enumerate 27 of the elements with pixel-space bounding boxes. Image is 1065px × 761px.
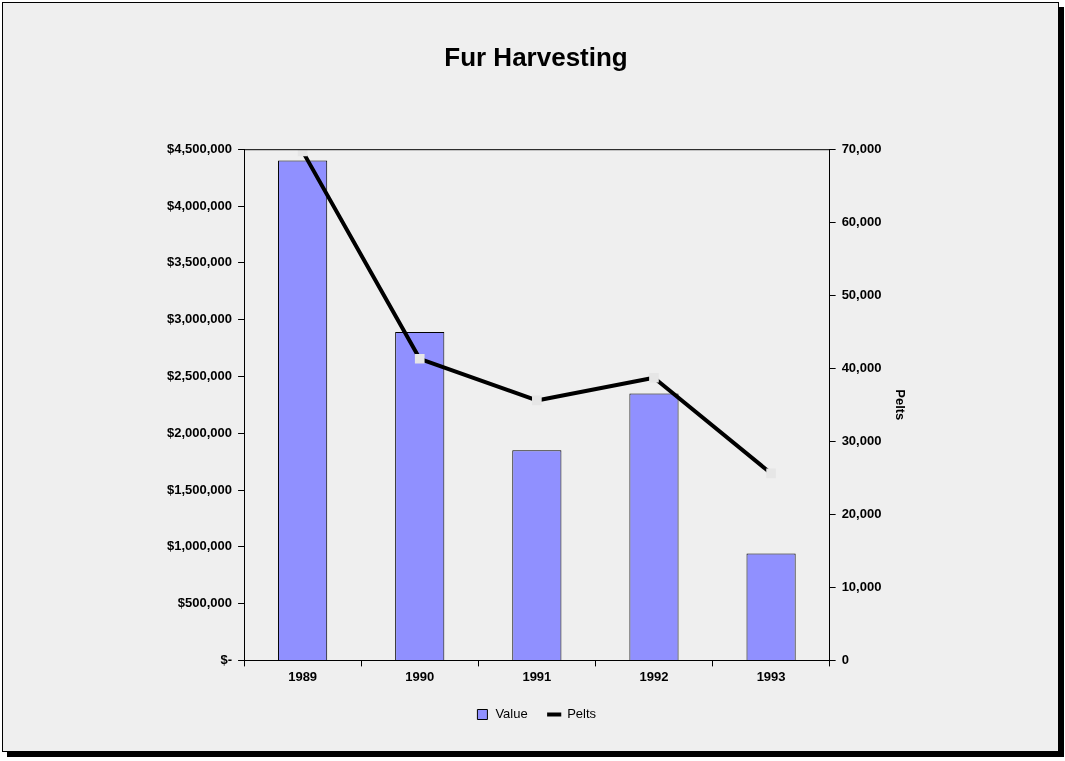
y2-axis-title: Pelts [892, 389, 908, 421]
y-tick-label: $4,500,000 [166, 140, 233, 156]
y-tick-label: $500,000 [177, 595, 233, 611]
y2-tick-label: 70,000 [841, 140, 882, 156]
legend-label: Pelts [567, 706, 597, 722]
y2-tick-label: 10,000 [841, 578, 882, 594]
y-tick-label: $1,500,000 [166, 481, 233, 497]
x-tick-label: 1991 [522, 668, 552, 684]
y2-tick-label: 60,000 [841, 213, 882, 229]
x-tick-label: 1993 [756, 668, 786, 684]
y2-tick-label: 30,000 [841, 432, 882, 448]
x-tick-label: 1990 [405, 668, 435, 684]
legend-label: Value [495, 706, 528, 722]
y-tick-label: $4,000,000 [166, 197, 233, 213]
x-tick-label: 1992 [639, 668, 669, 684]
chart-title: Fur Harvesting [444, 41, 628, 72]
x-tick-label: 1989 [288, 668, 318, 684]
y-tick-label: $3,500,000 [166, 254, 233, 270]
y-tick-label: $- [220, 651, 233, 667]
y2-tick-label: 40,000 [841, 359, 882, 375]
y-tick-label: $2,000,000 [166, 424, 233, 440]
y-tick-label: $3,000,000 [166, 311, 233, 327]
y-tick-label: $2,500,000 [166, 367, 233, 383]
y2-tick-label: 50,000 [841, 286, 882, 302]
y2-tick-label: 20,000 [841, 505, 882, 521]
y2-tick-label: 0 [841, 651, 849, 667]
y-tick-label: $1,000,000 [166, 538, 233, 554]
